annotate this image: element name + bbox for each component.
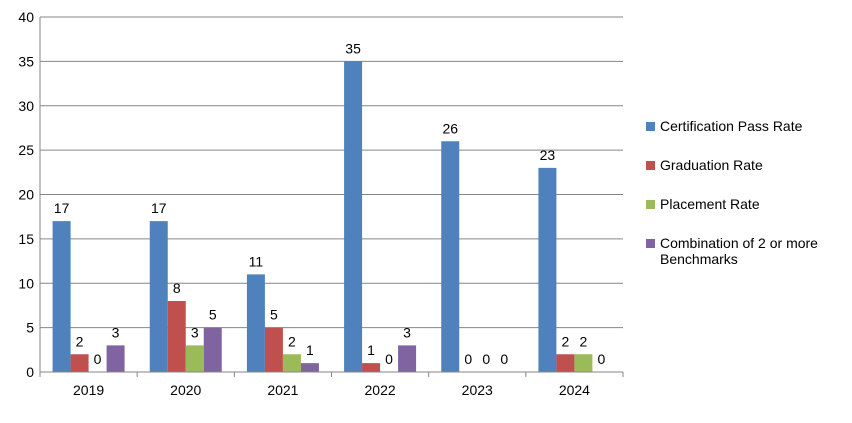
x-tick-label: 2020: [170, 382, 201, 398]
x-tick-label: 2024: [559, 382, 590, 398]
bar: [70, 354, 89, 372]
legend-item: Combination of 2 or more Benchmarks: [646, 235, 846, 267]
bar: [167, 301, 186, 372]
bar: [203, 327, 222, 372]
y-tick-label: 15: [18, 231, 34, 247]
data-label: 1: [367, 342, 375, 358]
data-label: 17: [151, 200, 167, 216]
bar: [538, 167, 557, 372]
data-label: 1: [306, 342, 314, 358]
y-tick-label: 40: [18, 9, 34, 25]
bar: [362, 363, 381, 372]
bar: [282, 354, 301, 372]
bar: [556, 354, 575, 372]
gridlines: [40, 16, 623, 329]
legend-swatch: [646, 161, 655, 170]
legend-swatch: [646, 122, 655, 131]
y-tick-label: 5: [26, 320, 34, 336]
legend: Certification Pass Rate Graduation Rate Pl…: [646, 118, 846, 290]
data-label: 11: [249, 253, 264, 269]
data-label: 0: [94, 351, 102, 367]
y-tick-label: 25: [18, 142, 34, 158]
legend-item: Certification Pass Rate: [646, 118, 846, 134]
data-label: 8: [173, 280, 181, 296]
bar: [300, 363, 319, 372]
legend-label: Graduation Rate: [660, 157, 763, 173]
data-label: 3: [403, 324, 411, 340]
legend-swatch: [646, 200, 655, 209]
data-label: 0: [598, 351, 606, 367]
data-label: 0: [385, 351, 393, 367]
data-label: 35: [345, 40, 361, 56]
data-label: 17: [54, 200, 70, 216]
x-tick-label: 2021: [267, 382, 298, 398]
y-tick-label: 35: [18, 53, 34, 69]
legend-swatch: [646, 239, 655, 248]
x-tick-label: 2019: [73, 382, 104, 398]
bars: [52, 61, 593, 372]
data-label: 0: [464, 351, 472, 367]
bar: [185, 345, 204, 372]
data-label: 2: [288, 333, 296, 349]
data-label: 5: [209, 307, 217, 323]
data-label: 2: [76, 333, 84, 349]
data-label: 0: [500, 351, 508, 367]
data-label: 3: [191, 324, 199, 340]
legend-label: Placement Rate: [660, 196, 760, 212]
bar: [149, 221, 168, 372]
bar: [441, 141, 460, 372]
x-tick-label: 2023: [462, 382, 493, 398]
bar: [106, 345, 125, 372]
legend-item: Placement Rate: [646, 196, 846, 212]
legend-label: Certification Pass Rate: [660, 118, 803, 134]
y-tick-label: 30: [18, 98, 34, 114]
data-label: 23: [540, 147, 556, 163]
data-label: 26: [442, 120, 458, 136]
bar: [52, 221, 71, 372]
y-tick-label: 20: [18, 187, 34, 203]
y-tick-label: 10: [18, 275, 34, 291]
bar: [398, 345, 417, 372]
bar: [246, 274, 265, 372]
data-label: 2: [562, 333, 570, 349]
legend-item: Graduation Rate: [646, 157, 846, 173]
bar: [264, 327, 283, 372]
data-label: 3: [112, 324, 120, 340]
y-tick-label: 0: [26, 364, 34, 380]
data-label: 0: [482, 351, 490, 367]
bar: [574, 354, 593, 372]
legend-label: Combination of 2 or more Benchmarks: [660, 235, 818, 267]
data-label: 2: [580, 333, 588, 349]
data-label: 5: [270, 307, 278, 323]
x-tick-label: 2022: [365, 382, 396, 398]
bar: [344, 61, 363, 372]
